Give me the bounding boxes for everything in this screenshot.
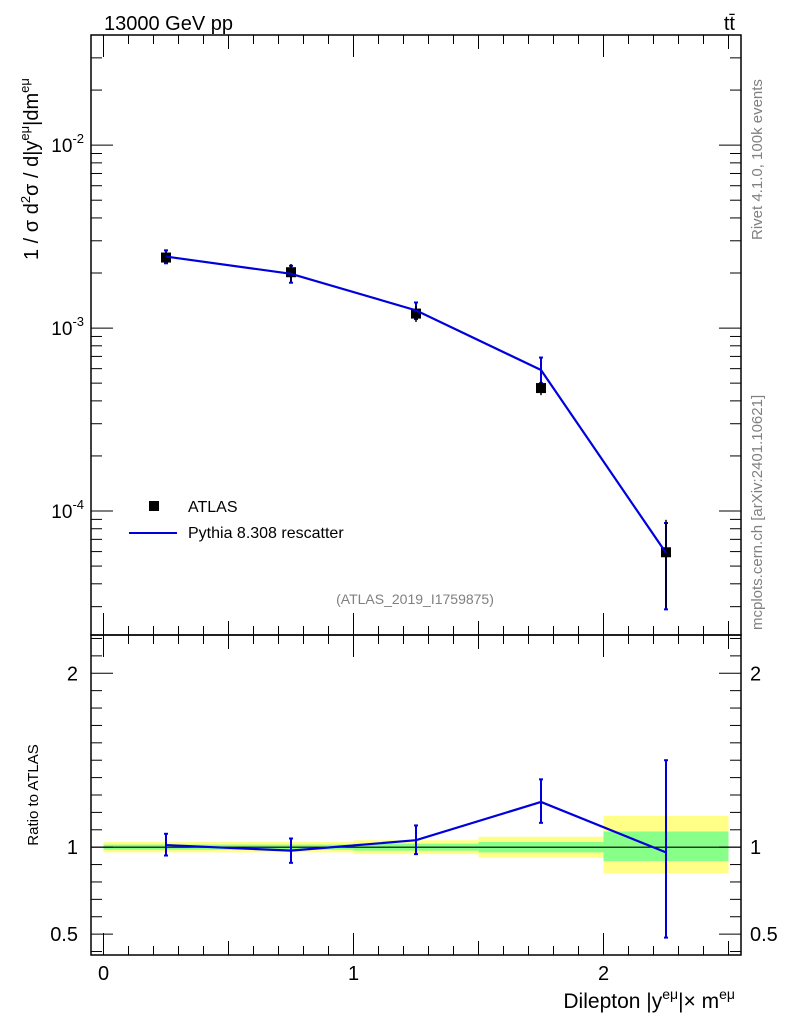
main-ticks: 10-4 10-3 10-2 [51, 34, 741, 635]
ratio-y-title: Ratio to ATLAS [25, 744, 42, 845]
ratio-pythia-line [165, 800, 667, 854]
mcplots-label: mcplots.cern.ch [arXiv:2401.10621] [749, 395, 766, 630]
atlas-point-2 [411, 308, 421, 319]
x-tick-label-1: 1 [348, 963, 359, 985]
main-y-title: 1 / σ d2σ / d|yeμ|dmeμ [17, 78, 43, 260]
legend: ATLAS Pythia 8.308 rescatter [129, 499, 344, 542]
ratio-frame [90, 634, 742, 956]
rivet-label: Rivet 4.1.0, 100k events [749, 79, 766, 240]
main-ytick-label-1: 10-3 [51, 314, 84, 340]
analysis-id: (ATLAS_2019_I1759875) [336, 591, 494, 607]
process-label: tt̄ [724, 13, 736, 35]
main-series [161, 249, 671, 611]
energy-label: 13000 GeV pp [104, 13, 233, 35]
ratio-ytick-label-left-0: 0.5 [50, 924, 78, 946]
pythia-line [165, 255, 667, 554]
ratio-ticks: 0.5 0.5 1 1 2 2 0 1 2 [50, 635, 778, 985]
main-ytick-label-2: 10-2 [51, 131, 84, 157]
x-axis-title: Dilepton |yeμ|× meμ [563, 986, 735, 1013]
ratio-ytick-label-right-2: 2 [750, 663, 761, 685]
ratio-ytick-label-left-2: 2 [67, 663, 78, 685]
atlas-point-3 [536, 383, 546, 394]
x-tick-label-0: 0 [98, 963, 109, 985]
main-ytick-label-0: 10-4 [51, 497, 84, 523]
ratio-ytick-label-right-1: 1 [750, 837, 761, 859]
ratio-ytick-label-left-1: 1 [67, 837, 78, 859]
ratio-ytick-label-right-0: 0.5 [750, 924, 778, 946]
ratio-series [164, 759, 668, 939]
atlas-point-1 [286, 267, 296, 278]
legend-atlas-marker [149, 501, 159, 511]
main-frame [90, 34, 742, 636]
legend-atlas-label: ATLAS [188, 499, 238, 516]
legend-pythia-label: Pythia 8.308 rescatter [188, 525, 344, 542]
x-tick-label-2: 2 [598, 963, 609, 985]
